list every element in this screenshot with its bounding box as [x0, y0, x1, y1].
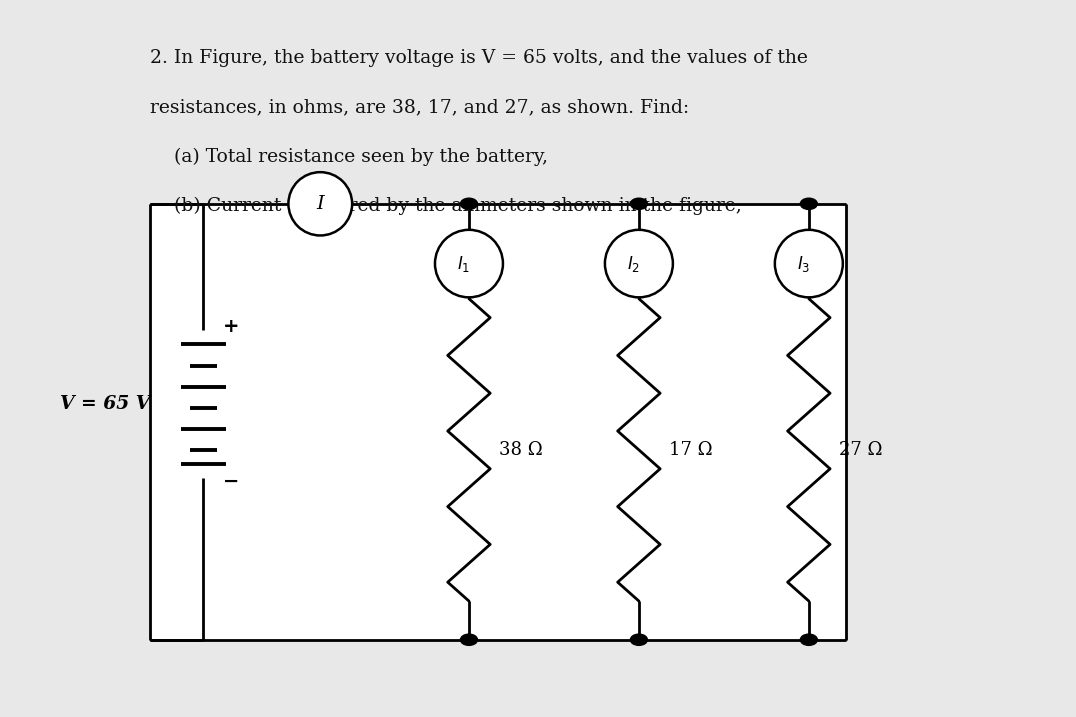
Text: resistances, in ohms, are 38, 17, and 27, as shown. Find:: resistances, in ohms, are 38, 17, and 27…	[151, 98, 690, 116]
Circle shape	[631, 634, 648, 645]
Text: −: −	[223, 472, 239, 491]
Circle shape	[631, 198, 648, 209]
Text: V = 65 V: V = 65 V	[60, 395, 151, 413]
Ellipse shape	[775, 230, 843, 298]
Text: 38 Ω: 38 Ω	[498, 441, 542, 459]
Text: +: +	[223, 318, 239, 336]
Text: 17 Ω: 17 Ω	[668, 441, 712, 459]
Text: $I_{3}$: $I_{3}$	[797, 254, 810, 274]
Text: 2. In Figure, the battery voltage is V = 65 volts, and the values of the: 2. In Figure, the battery voltage is V =…	[151, 49, 808, 67]
Text: $I_{2}$: $I_{2}$	[627, 254, 640, 274]
Circle shape	[801, 198, 818, 209]
Ellipse shape	[435, 230, 502, 298]
Text: 27 Ω: 27 Ω	[838, 441, 882, 459]
Text: (a) Total resistance seen by the battery,: (a) Total resistance seen by the battery…	[151, 148, 549, 166]
Text: I: I	[316, 195, 324, 213]
Text: (b) Current measured by the ammeters shown in the figure,: (b) Current measured by the ammeters sho…	[151, 196, 742, 215]
Circle shape	[461, 634, 478, 645]
Circle shape	[461, 198, 478, 209]
Ellipse shape	[288, 172, 352, 235]
Ellipse shape	[605, 230, 672, 298]
FancyBboxPatch shape	[151, 204, 846, 640]
Text: $I_{1}$: $I_{1}$	[457, 254, 470, 274]
Circle shape	[801, 634, 818, 645]
